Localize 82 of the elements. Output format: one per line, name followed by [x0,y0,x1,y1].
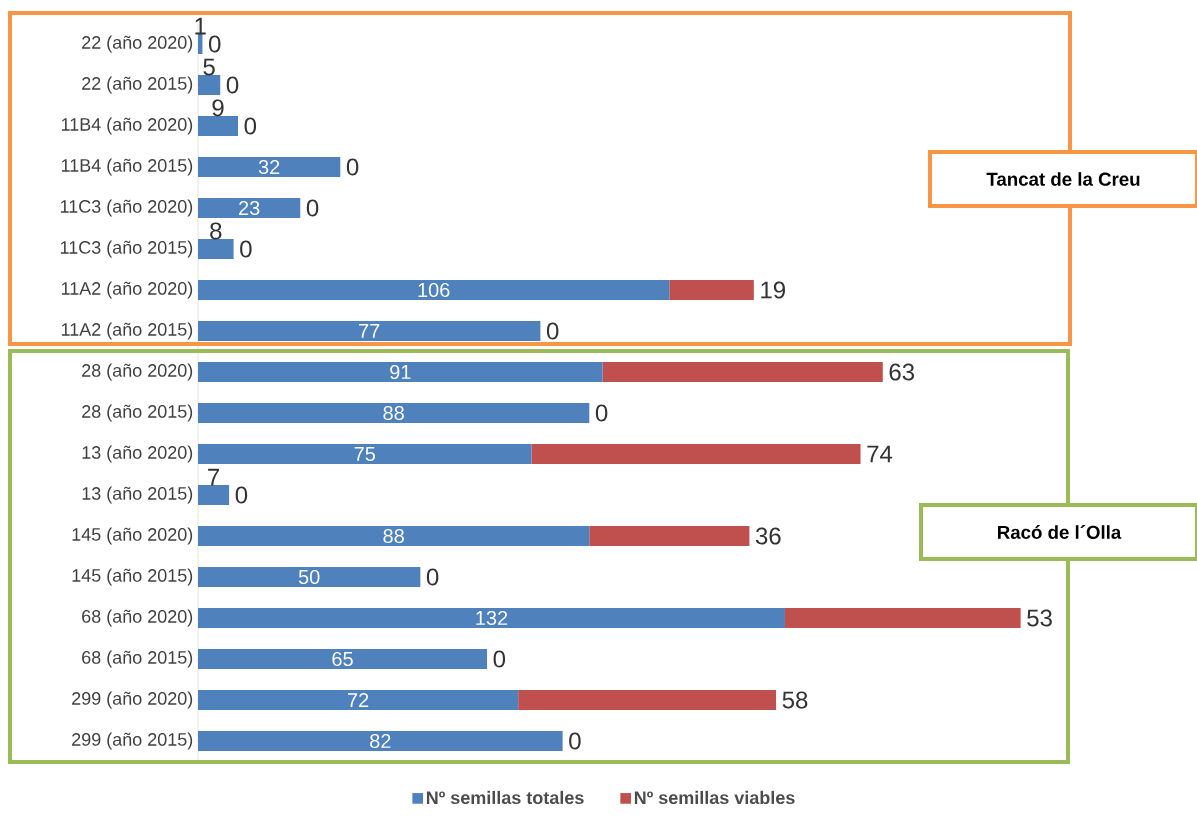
bar [198,362,603,382]
y-tick-label: 28 (año 2020) [82,363,193,381]
bar [198,198,301,218]
data-label: 0 [546,322,559,340]
data-label: 0 [209,35,221,53]
data-label: 50 [298,569,320,585]
bar [518,690,777,710]
bar [589,526,750,546]
bar [198,239,234,259]
data-label: 72 [347,693,369,707]
data-label: 0 [426,568,439,586]
y-tick-label: 299 (año 2020) [72,691,193,709]
data-label: 74 [867,445,893,463]
data-label: 23 [239,200,260,216]
y-tick-label: 11A2 (año 2015) [61,322,193,340]
y-tick-label: 22 (año 2020) [82,35,193,53]
y-tick-label: 13 (año 2015) [82,486,193,504]
y-tick-label: 22 (año 2015) [82,76,193,94]
bar [531,444,861,464]
bar [198,157,341,177]
data-label: 65 [332,651,353,667]
data-label: 0 [235,486,248,504]
bar [198,690,519,710]
bar [602,362,883,382]
legend-label: Nº semillas viables [634,790,795,805]
data-label: 36 [755,527,781,545]
data-label: 0 [240,240,252,258]
y-tick-label: 11C3 (año 2020) [60,199,193,217]
data-label: 75 [354,447,376,461]
data-label: 88 [383,528,404,544]
annotation: Tancat de la Creu [986,172,1140,186]
data-label: 0 [493,650,506,668]
data-label: 9 [212,99,224,117]
y-tick-label: 11C3 (año 2015) [60,240,193,258]
bar [198,75,221,95]
bar [198,608,785,628]
data-label: 82 [370,733,391,749]
data-label: 0 [569,732,581,750]
data-label: 77 [359,324,380,338]
bar [784,608,1021,628]
data-label: 0 [306,199,319,217]
data-label: 132 [476,610,508,626]
data-label: 0 [244,117,257,135]
data-label: 1 [195,17,206,35]
data-label: 19 [761,281,785,299]
data-label: 5 [203,58,215,76]
data-label: 91 [390,364,411,380]
annotation: Racó de l´Olla [998,525,1122,539]
bar [198,116,239,136]
data-label: 0 [226,76,239,94]
legend-label: Nº semillas totales [426,790,584,805]
y-tick-label: 13 (año 2020) [82,445,193,463]
y-tick-label: 68 (año 2015) [82,650,193,668]
y-tick-label: 11A2 (año 2020) [61,281,193,299]
bar [198,649,488,669]
data-label: 88 [383,405,404,421]
y-tick-label: 68 (año 2020) [82,609,193,627]
y-tick-label: 145 (año 2015) [72,568,193,586]
bar [198,321,541,341]
data-label: 53 [1027,609,1052,627]
bar [198,526,590,546]
y-tick-label: 11B4 (año 2020) [61,117,193,135]
bar [198,403,590,423]
data-label: 0 [346,158,359,176]
bar [198,280,670,300]
y-tick-label: 11B4 (año 2015) [61,158,193,176]
bar [669,280,754,300]
y-tick-label: 299 (año 2015) [72,732,193,750]
data-label: 8 [210,222,222,240]
y-tick-label: 28 (año 2015) [82,404,193,422]
data-label: 58 [782,691,808,709]
y-tick-label: 145 (año 2020) [72,527,193,545]
data-label: 0 [595,404,608,422]
data-label: 106 [418,282,450,298]
bar [198,731,563,751]
data-label: 32 [258,159,280,175]
data-label: 7 [208,468,220,486]
bar [198,485,230,505]
data-label: 63 [889,363,915,381]
bar [198,34,203,54]
bar [198,444,532,464]
bar [198,567,421,587]
